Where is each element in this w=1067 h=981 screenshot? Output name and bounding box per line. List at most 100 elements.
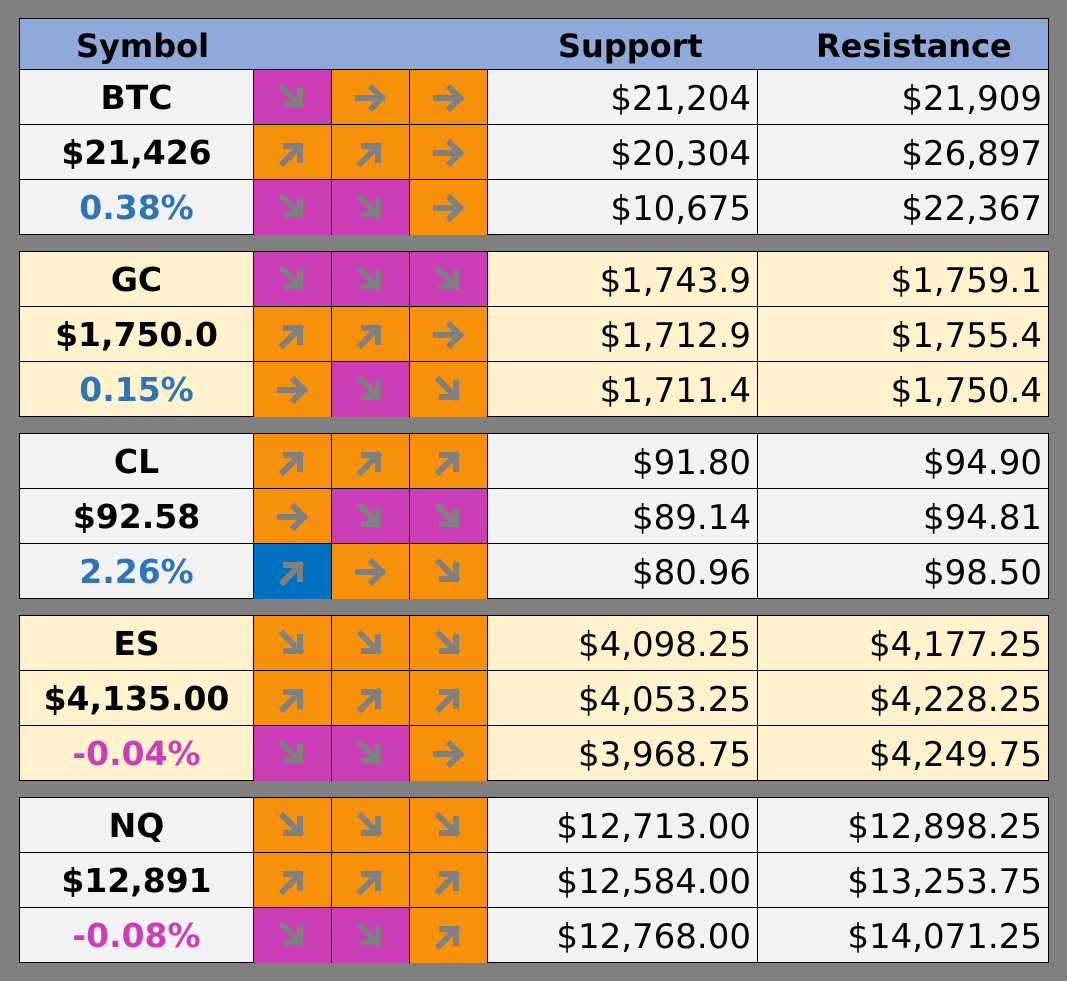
symbol-change: 0.15% (20, 362, 254, 417)
arrow-right-icon (276, 500, 310, 534)
table-header: Symbol Support Resistance (19, 18, 1049, 70)
symbol-group: NQ $12,713.00 $12,898.25 $12,891 $12,584.00 $… (19, 797, 1049, 963)
resistance-value: $4,228.25 (868, 680, 1042, 720)
arrow-right-icon (432, 737, 466, 771)
trend-cell (410, 853, 488, 908)
arrow-right-icon (276, 373, 310, 407)
arrow-up-right-icon (276, 318, 310, 352)
symbol-change: -0.04% (20, 726, 254, 781)
symbol-group: BTC $21,204 $21,909 $21,426 $20,304 $26,897 0.… (19, 69, 1049, 235)
arrow-down-right-icon (354, 919, 388, 953)
symbol-name: ES (20, 616, 254, 671)
arrow-down-right-icon (432, 500, 466, 534)
resistance-value: $1,755.4 (890, 316, 1042, 356)
support-value: $1,711.4 (490, 362, 758, 417)
resistance-value: $26,897 (901, 134, 1042, 174)
resistance-value: $22,367 (901, 189, 1042, 229)
arrow-right-icon (354, 555, 388, 589)
symbol-change: -0.08% (20, 908, 254, 963)
trend-cell (254, 434, 332, 489)
trend-cell (410, 434, 488, 489)
arrow-down-right-icon (354, 263, 388, 297)
arrow-up-right-icon (354, 136, 388, 170)
symbol-price: $92.58 (20, 489, 254, 544)
arrow-down-right-icon (432, 263, 466, 297)
arrow-down-right-icon (354, 500, 388, 534)
trend-cell (332, 125, 410, 180)
arrow-up-right-icon (354, 682, 388, 716)
trend-cell (332, 362, 410, 417)
arrow-up-right-icon (432, 919, 466, 953)
support-value: $4,098.25 (490, 616, 758, 671)
arrow-up-right-icon (276, 682, 310, 716)
table-row: $12,891 $12,584.00 $13,253.75 (20, 852, 1048, 908)
symbol-change: 0.38% (20, 180, 254, 235)
trend-cell (332, 434, 410, 489)
trend-cell (332, 671, 410, 726)
table-row: GC $1,743.9 $1,759.1 (20, 252, 1048, 307)
trend-cell (254, 307, 332, 362)
support-value: $1,743.9 (490, 252, 758, 307)
table-row: -0.08% $12,768.00 $14,071.25 (20, 907, 1048, 963)
support-value: $91.80 (490, 434, 758, 489)
arrow-down-right-icon (432, 555, 466, 589)
trend-cell (254, 180, 332, 235)
table-row: $92.58 $89.14 $94.81 (20, 488, 1048, 544)
trend-cell (332, 252, 410, 307)
arrow-down-right-icon (354, 737, 388, 771)
trend-cell (410, 489, 488, 544)
trend-cell (410, 252, 488, 307)
support-value: $80.96 (490, 544, 758, 599)
trend-cell (410, 544, 488, 599)
trend-cell (254, 616, 332, 671)
arrow-down-right-icon (432, 809, 466, 843)
symbol-name: BTC (20, 70, 254, 125)
support-value: $20,304 (490, 125, 758, 180)
trend-cell (332, 489, 410, 544)
arrow-up-right-icon (276, 445, 310, 479)
resistance-value: $4,249.75 (868, 735, 1042, 775)
symbol-name: NQ (20, 798, 254, 853)
trend-cell (254, 908, 332, 963)
trend-cell (332, 70, 410, 125)
table-row: 0.38% $10,675 $22,367 (20, 179, 1048, 235)
table-row: -0.04% $3,968.75 $4,249.75 (20, 725, 1048, 781)
arrow-up-right-icon (432, 682, 466, 716)
arrow-down-right-icon (432, 627, 466, 661)
symbol-price: $1,750.0 (20, 307, 254, 362)
arrow-down-right-icon (276, 263, 310, 297)
arrow-down-right-icon (432, 373, 466, 407)
trend-cell (410, 125, 488, 180)
trend-cell (254, 252, 332, 307)
support-value: $12,768.00 (490, 908, 758, 963)
arrow-up-right-icon (276, 864, 310, 898)
trend-cell (332, 307, 410, 362)
trend-cell (254, 853, 332, 908)
arrow-down-right-icon (276, 191, 310, 225)
resistance-value: $12,898.25 (847, 807, 1042, 847)
symbol-group: ES $4,098.25 $4,177.25 $4,135.00 $4,053.25 $4… (19, 615, 1049, 781)
arrow-down-right-icon (354, 809, 388, 843)
trend-cell (410, 798, 488, 853)
arrow-up-right-icon (432, 864, 466, 898)
support-value: $21,204 (490, 70, 758, 125)
arrow-down-right-icon (276, 809, 310, 843)
resistance-value: $94.90 (923, 443, 1042, 483)
arrow-down-right-icon (276, 919, 310, 953)
symbol-price: $4,135.00 (20, 671, 254, 726)
table-row: $1,750.0 $1,712.9 $1,755.4 (20, 306, 1048, 362)
header-symbol: Symbol (76, 27, 210, 65)
table-row: 2.26% $80.96 $98.50 (20, 543, 1048, 599)
resistance-value: $94.81 (923, 498, 1042, 538)
trend-cell (410, 908, 488, 963)
table-row: ES $4,098.25 $4,177.25 (20, 616, 1048, 671)
arrow-up-right-icon (432, 445, 466, 479)
trend-cell (332, 180, 410, 235)
symbol-name: GC (20, 252, 254, 307)
resistance-value: $98.50 (923, 553, 1042, 593)
trend-cell (410, 180, 488, 235)
symbol-group: GC $1,743.9 $1,759.1 $1,750.0 $1,712.9 $1,755… (19, 251, 1049, 417)
table-row: CL $91.80 $94.90 (20, 434, 1048, 489)
symbol-name: CL (20, 434, 254, 489)
symbol-price: $12,891 (20, 853, 254, 908)
